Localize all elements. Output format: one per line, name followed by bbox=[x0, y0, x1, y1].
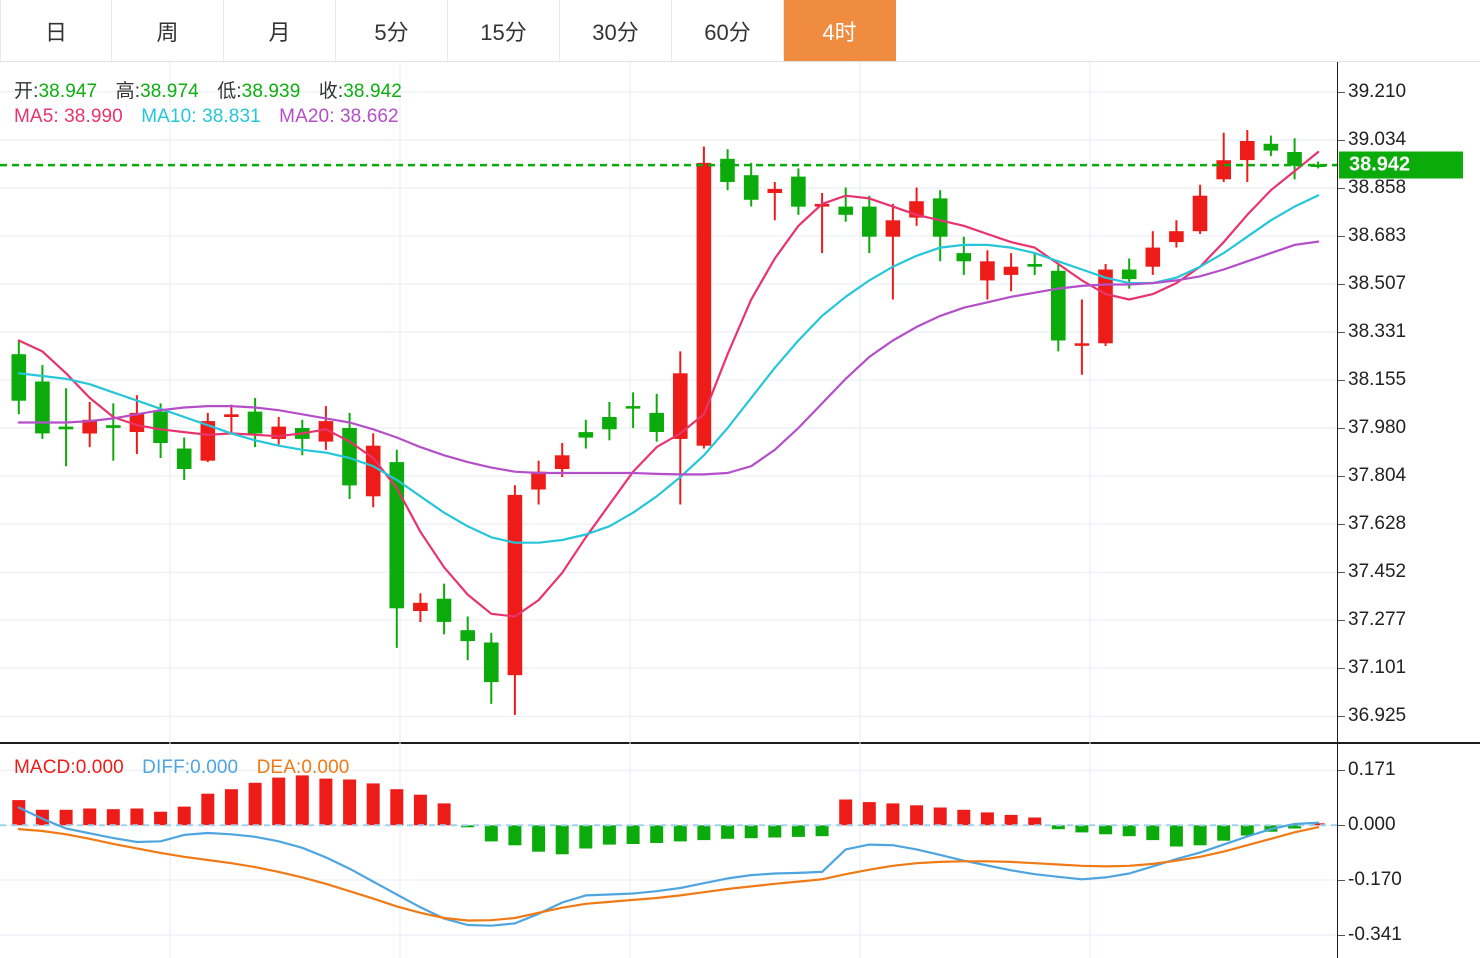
tab-label: 60分 bbox=[704, 19, 751, 45]
ma20-label: MA20: bbox=[279, 106, 335, 127]
ma5-label: MA5: bbox=[14, 106, 59, 127]
y-tickmark bbox=[1338, 572, 1345, 574]
y-tickmark bbox=[1338, 476, 1345, 478]
price-plot[interactable] bbox=[0, 62, 1337, 744]
macd-value: 0.000 bbox=[75, 757, 124, 778]
tab-label: 5分 bbox=[374, 19, 409, 45]
price-y-tick-label: 37.804 bbox=[1348, 465, 1407, 487]
macd-plot[interactable] bbox=[0, 744, 1337, 958]
y-tickmark bbox=[1338, 620, 1345, 622]
price-y-tick-label: 38.858 bbox=[1348, 177, 1407, 198]
y-tickmark bbox=[1338, 235, 1345, 237]
price-chart-pane: 39.210 39.034 38.858 38.683 38.507 38.331 38.1… bbox=[0, 62, 1480, 744]
y-tickmark bbox=[1338, 284, 1345, 285]
diff-value: 0.000 bbox=[190, 757, 239, 778]
price-y-tick-label: 37.628 bbox=[1348, 513, 1407, 535]
ma10-value: 38.831 bbox=[202, 106, 261, 127]
low-label: 低: bbox=[217, 81, 242, 102]
tab-2[interactable]: 月 bbox=[224, 0, 336, 61]
macd-y-tick-label: 0.171 bbox=[1348, 759, 1396, 781]
macd-label: MACD: bbox=[14, 757, 76, 778]
tab-0[interactable]: 日 bbox=[0, 0, 112, 61]
y-tickmark bbox=[1338, 332, 1345, 333]
price-y-tick-label: 36.925 bbox=[1348, 705, 1407, 727]
diff-label: DIFF: bbox=[142, 757, 191, 778]
ma10-label: MA10: bbox=[141, 106, 197, 127]
macd-y-tick-label: 0.000 bbox=[1348, 814, 1396, 836]
macd-y-tick-label: -0.170 bbox=[1348, 869, 1402, 890]
y-tickmark bbox=[1338, 668, 1345, 670]
tab-label: 4时 bbox=[822, 19, 857, 45]
ma-legend: MA5: 38.990 MA10: 38.831 MA20: 38.662 bbox=[14, 106, 399, 128]
price-y-tick-label: 38.683 bbox=[1348, 224, 1407, 246]
tab-5[interactable]: 30分 bbox=[560, 0, 672, 61]
price-y-tick-label: 38.507 bbox=[1348, 273, 1407, 294]
y-tickmark bbox=[1338, 380, 1345, 382]
price-y-axis: 39.210 39.034 38.858 38.683 38.507 38.331 38.1… bbox=[1337, 62, 1480, 742]
y-tickmark bbox=[1338, 880, 1345, 881]
high-label: 高: bbox=[115, 81, 141, 102]
tab-7[interactable]: 4时 bbox=[784, 0, 896, 61]
macd-legend: MACD:0.000 DIFF:0.000 DEA:0.000 bbox=[14, 757, 349, 779]
tab-label: 15分 bbox=[480, 19, 527, 45]
y-tickmark bbox=[1338, 91, 1345, 93]
current-price-badge: 38.942 bbox=[1339, 151, 1463, 179]
price-y-tick-label: 37.980 bbox=[1348, 417, 1407, 438]
high-value: 38.974 bbox=[140, 81, 199, 102]
price-y-tick-label: 38.155 bbox=[1348, 369, 1407, 391]
dea-value: 0.000 bbox=[301, 757, 350, 778]
tab-label: 30分 bbox=[592, 19, 639, 45]
close-value: 38.942 bbox=[343, 81, 402, 102]
price-y-tick-label: 37.452 bbox=[1348, 561, 1407, 583]
macd-chart-pane: 0.171 0.000 -0.170 -0.341 bbox=[0, 744, 1480, 958]
tabbar-filler bbox=[896, 0, 1480, 61]
tab-1[interactable]: 周 bbox=[112, 0, 224, 61]
price-y-tick-label: 37.101 bbox=[1348, 657, 1407, 679]
ma5-value: 38.990 bbox=[64, 106, 123, 127]
tab-4[interactable]: 15分 bbox=[448, 0, 560, 61]
price-svg bbox=[0, 62, 1337, 744]
tab-3[interactable]: 5分 bbox=[336, 0, 448, 61]
y-tickmark bbox=[1338, 524, 1345, 526]
y-tickmark bbox=[1338, 140, 1345, 141]
low-value: 38.939 bbox=[241, 81, 301, 102]
tab-6[interactable]: 60分 bbox=[672, 0, 784, 61]
y-tickmark bbox=[1338, 770, 1345, 772]
macd-y-tick-label: -0.341 bbox=[1348, 924, 1402, 945]
tab-label: 月 bbox=[268, 19, 291, 45]
ohlc-legend: 开:38.947 高:38.974 低:38.939 收:38.942 bbox=[14, 76, 402, 103]
macd-svg bbox=[0, 744, 1337, 958]
y-tickmark bbox=[1338, 428, 1345, 429]
ma20-value: 38.662 bbox=[339, 106, 399, 127]
y-tickmark bbox=[1338, 825, 1345, 827]
price-y-tick-label: 38.331 bbox=[1348, 321, 1407, 342]
open-value: 38.947 bbox=[38, 81, 98, 102]
timeframe-tabbar: 日 周 月 5分 15分 30分 60分 4时 bbox=[0, 0, 1480, 62]
y-tickmark bbox=[1338, 716, 1345, 718]
tab-label: 周 bbox=[156, 19, 179, 45]
price-y-tick-label: 37.277 bbox=[1348, 609, 1407, 631]
open-label: 开: bbox=[14, 81, 39, 102]
y-tickmark bbox=[1338, 188, 1345, 189]
dea-label: DEA: bbox=[256, 757, 302, 778]
price-y-tick-label: 39.210 bbox=[1348, 80, 1407, 102]
close-label: 收: bbox=[318, 81, 344, 102]
macd-y-axis: 0.171 0.000 -0.170 -0.341 bbox=[1337, 744, 1480, 958]
tab-label: 日 bbox=[44, 19, 67, 45]
y-tickmark bbox=[1338, 935, 1345, 936]
price-y-tick-label: 39.034 bbox=[1348, 129, 1407, 150]
